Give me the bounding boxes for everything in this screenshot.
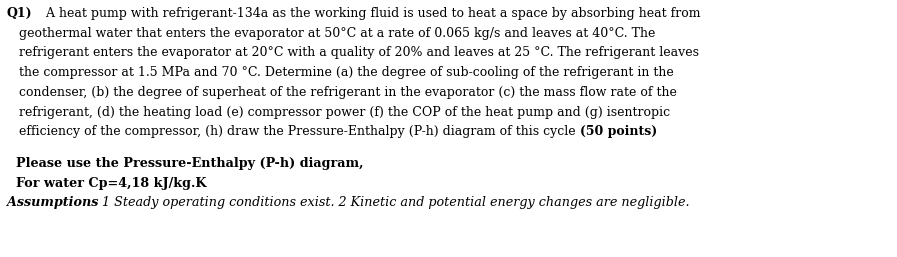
Text: A heat pump with refrigerant-134a as the working fluid is used to heat a space b: A heat pump with refrigerant-134a as the… [41, 7, 701, 20]
Text: geothermal water that enters the evaporator at 50°C at a rate of 0.065 kg/s and : geothermal water that enters the evapora… [7, 27, 656, 40]
Text: Q1): Q1) [7, 7, 32, 20]
Text: refrigerant, (d) the heating load (e) compressor power (f) the COP of the heat p: refrigerant, (d) the heating load (e) co… [7, 106, 670, 118]
Text: (50 points): (50 points) [579, 125, 657, 138]
Text: For water Cp=4,18 kJ/kg.K: For water Cp=4,18 kJ/kg.K [7, 177, 206, 190]
Text: refrigerant enters the evaporator at 20°C with a quality of 20% and leaves at 25: refrigerant enters the evaporator at 20°… [7, 47, 699, 59]
Text: the compressor at 1.5 MPa and 70 °C. Determine (a) the degree of sub-cooling of : the compressor at 1.5 MPa and 70 °C. Det… [7, 66, 674, 79]
Text: Please use the Pressure-Enthalpy (P-h) diagram,: Please use the Pressure-Enthalpy (P-h) d… [7, 157, 363, 170]
Text: Assumptions: Assumptions [7, 196, 99, 209]
Text: 1 Steady operating conditions exist. 2 Kinetic and potential energy changes are : 1 Steady operating conditions exist. 2 K… [99, 196, 690, 209]
Text: efficiency of the compressor, (h) draw the Pressure-Enthalpy (P-h) diagram of th: efficiency of the compressor, (h) draw t… [7, 125, 579, 138]
Text: condenser, (b) the degree of superheat of the refrigerant in the evaporator (c) : condenser, (b) the degree of superheat o… [7, 86, 677, 99]
